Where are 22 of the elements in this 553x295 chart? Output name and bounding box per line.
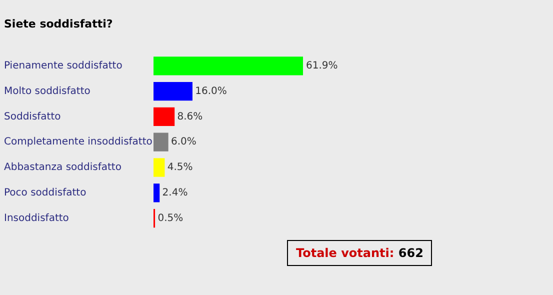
y-tick-label: Soddisfatto	[4, 111, 61, 122]
bar	[154, 82, 192, 101]
y-tick-label: Completamente insoddisfatto	[4, 136, 152, 148]
data-label: 16.0%	[195, 86, 227, 97]
data-label: 8.6%	[177, 111, 203, 122]
y-tick-label: Insoddisfatto	[4, 212, 69, 224]
data-label: 2.4%	[162, 187, 188, 198]
y-tick-label: Poco soddisfatto	[4, 187, 86, 198]
text: Totale votanti: 662	[296, 246, 424, 260]
bar	[154, 158, 165, 177]
bar	[154, 184, 160, 202]
y-tick-label: Pienamente soddisfatto	[4, 60, 122, 72]
data-label: 4.5%	[167, 162, 193, 174]
data-label: 6.0%	[170, 136, 196, 148]
data-label: 0.5%	[158, 212, 184, 224]
y-tick-label: Abbastanza soddisfatto	[4, 162, 122, 174]
bar	[154, 107, 175, 126]
y-tick-label: Molto soddisfatto	[4, 86, 90, 97]
bar	[154, 132, 168, 152]
data-label: 61.9%	[306, 60, 338, 72]
bar	[154, 56, 303, 76]
text: Siete soddisfatti?	[4, 17, 113, 30]
